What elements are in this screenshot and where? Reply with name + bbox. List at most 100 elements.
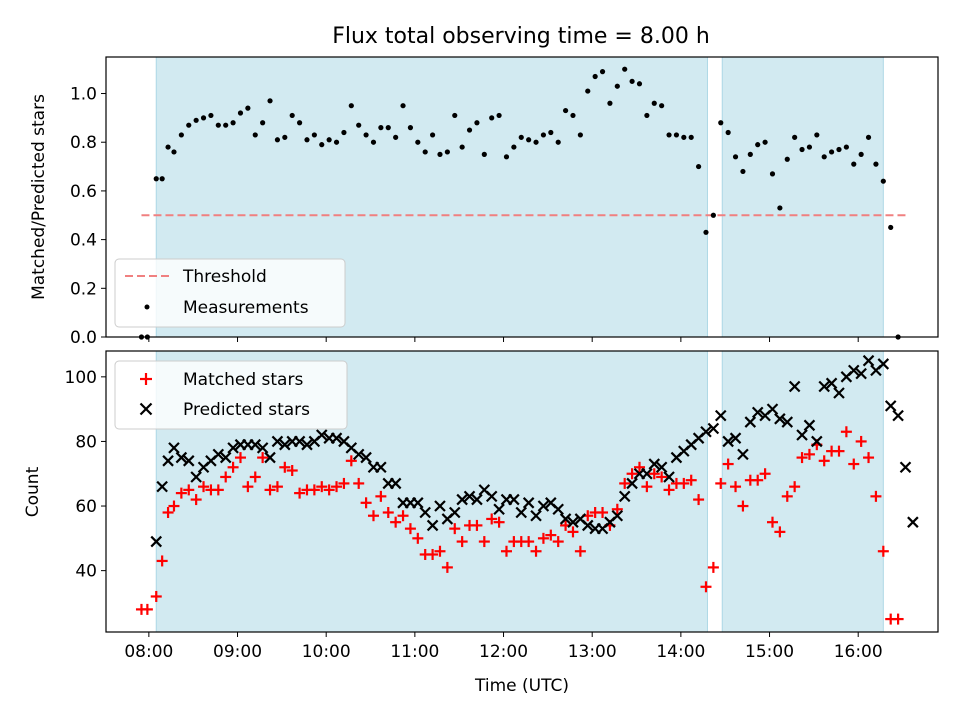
measurement-point (496, 112, 502, 119)
matched-star-point (796, 452, 808, 464)
measurement-point (614, 83, 620, 89)
ratio-legend-box (114, 258, 346, 328)
predicted-star-point (641, 467, 653, 480)
matched-star-point (404, 523, 416, 535)
predicted-star-point (352, 448, 365, 461)
predicted-star-point (219, 451, 232, 464)
predicted-star-point (256, 442, 269, 454)
predicted-star-point (515, 506, 528, 519)
x-tick-label: 12:00 (479, 642, 528, 662)
predicted-star-point (448, 506, 461, 519)
measurement-point (659, 103, 665, 109)
predicted-star-point (907, 516, 919, 528)
matched-star-point (456, 536, 468, 548)
predicted-star-point (892, 409, 904, 422)
measurement-point (511, 144, 517, 150)
observing-window-span (721, 56, 884, 338)
measurement-point (429, 132, 436, 138)
measurement-point (725, 129, 731, 136)
measurement-point (784, 156, 790, 162)
matched-star-point (323, 484, 335, 496)
measurement-point (629, 78, 635, 84)
count-legend-box (114, 360, 348, 430)
x-tick-label: 10:00 (302, 642, 351, 662)
matched-star-point (397, 510, 409, 522)
measurement-point (865, 134, 872, 140)
measurement-point (673, 132, 680, 138)
matched-star-point (360, 497, 372, 509)
ratio-legend: Threshold Measurements (114, 258, 346, 328)
measurement-point (836, 146, 842, 153)
matched-star-point (523, 536, 535, 548)
measurement-point (651, 100, 657, 106)
count-x-axis: 08:00 09:00 10:00 11:00 12:00 13:00 14:00 15:00… (124, 632, 883, 662)
measurement-point (237, 110, 244, 116)
ratio-y-tick-label: 0.4 (70, 231, 97, 251)
matched-star-point (789, 481, 801, 493)
ratio-y-axis: 0.0 0.2 0.4 0.6 0.8 1.0 (70, 85, 106, 348)
matched-star-point (390, 516, 402, 528)
predicted-star-point (899, 461, 912, 474)
matched-star-point (257, 452, 269, 464)
measurement-point (858, 151, 864, 157)
matched-star-point (863, 452, 875, 464)
measurement-point (828, 149, 835, 155)
matched-star-point (877, 545, 889, 557)
matched-star-point (449, 523, 461, 535)
predicted-star-point (375, 461, 387, 474)
measurement-point (370, 139, 377, 145)
matched-star-point (478, 536, 490, 548)
predicted-star-point (611, 509, 624, 522)
measurement-point (821, 154, 827, 160)
matched-star-point (870, 490, 882, 502)
predicted-star-point (412, 497, 424, 509)
ratio-y-tick-label: 0.6 (70, 182, 97, 202)
measurement-point (393, 134, 399, 140)
measurement-point (363, 132, 369, 138)
matched-star-point (367, 510, 379, 522)
matched-star-point (833, 445, 845, 457)
measurement-point (378, 125, 384, 131)
predicted-star-point (426, 519, 439, 532)
matched-star-point (803, 448, 815, 460)
matched-star-point (818, 455, 830, 467)
measurement-point (252, 132, 258, 138)
measurement-point (193, 117, 199, 123)
matched-star-point (316, 481, 328, 493)
count-y-tick-label: 40 (75, 562, 97, 582)
measurement-point (452, 112, 458, 119)
measurement-point (356, 122, 362, 128)
measurement-point (200, 115, 207, 121)
measurement-point (223, 122, 229, 128)
matched-star-point (175, 487, 187, 499)
legend-matched-label: Matched stars (183, 370, 303, 390)
measurement-point (444, 149, 450, 155)
matched-star-point (242, 481, 254, 493)
measurement-point (888, 224, 894, 231)
measurement-point (644, 112, 650, 119)
measurement-point (710, 212, 716, 218)
matched-star-point (183, 484, 195, 496)
matched-star-point (375, 490, 387, 502)
predicted-star-point (722, 435, 734, 448)
measurement-point (474, 120, 480, 126)
measurement-point (503, 154, 510, 160)
matched-star-point (730, 481, 742, 493)
matched-star-point (271, 481, 283, 493)
matched-star-point (597, 506, 609, 518)
x-tick-label: 08:00 (124, 642, 173, 662)
count-y-tick-label: 60 (75, 497, 97, 517)
predicted-star-point (330, 432, 343, 444)
matched-star-point (537, 532, 549, 544)
legend-predicted-label: Predicted stars (183, 400, 310, 420)
measurement-point (230, 120, 236, 126)
matched-star-point (626, 468, 638, 480)
x-tick-label: 09:00 (213, 642, 262, 662)
measurement-point (178, 132, 184, 138)
matched-star-point (264, 484, 276, 496)
predicted-star-point (493, 503, 505, 516)
measurement-point (681, 134, 687, 140)
predicted-star-point (227, 442, 239, 454)
matched-star-point (611, 503, 623, 515)
